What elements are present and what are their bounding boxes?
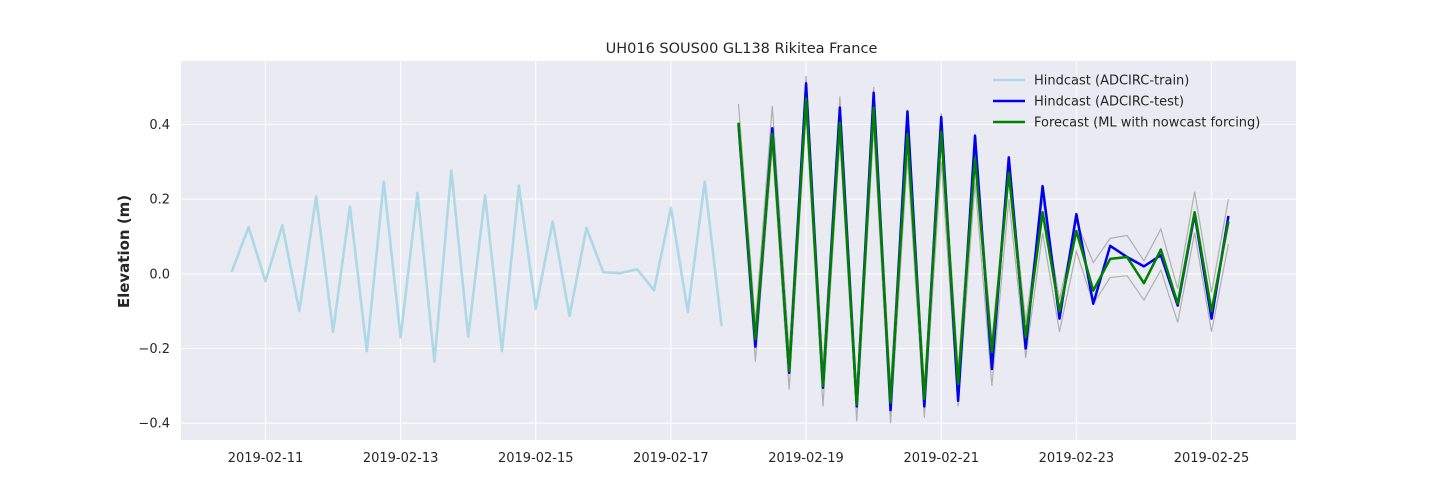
x-axis: 2019-02-11 2019-02-13 2019-02-15 2019-02-17… — [228, 451, 1250, 466]
series-line-0 — [230, 169, 723, 363]
legend-label: Hindcast (ADCIRC-test) — [1034, 95, 1184, 110]
legend-label: Hindcast (ADCIRC-train) — [1034, 74, 1189, 89]
series-lines — [230, 82, 1230, 412]
y-tick-label: 0.0 — [149, 267, 170, 282]
y-tick-label: −0.4 — [138, 417, 170, 432]
x-tick-label: 2019-02-13 — [363, 451, 439, 466]
x-tick-label: 2019-02-21 — [903, 451, 979, 466]
chart-title: UH016 SOUS00 GL138 Rikitea France — [606, 41, 878, 57]
series-line-2 — [737, 97, 1230, 406]
x-tick-label: 2019-02-17 — [633, 451, 709, 466]
grid-lines — [181, 61, 1296, 440]
x-tick-label: 2019-02-15 — [498, 451, 574, 466]
x-tick-label: 2019-02-19 — [768, 451, 844, 466]
y-tick-label: 0.2 — [149, 193, 170, 208]
y-tick-label: 0.4 — [149, 118, 170, 133]
y-axis: −0.4 −0.2 0.0 0.2 0.4 — [138, 118, 170, 432]
y-axis-label: Elevation (m) — [115, 195, 133, 308]
y-tick-label: −0.2 — [138, 342, 170, 357]
x-tick-label: 2019-02-11 — [228, 451, 304, 466]
x-tick-label: 2019-02-23 — [1039, 451, 1115, 466]
legend-label: Forecast (ML with nowcast forcing) — [1034, 116, 1260, 131]
x-tick-label: 2019-02-25 — [1174, 451, 1250, 466]
legend: Hindcast (ADCIRC-train) Hindcast (ADCIRC-… — [993, 74, 1260, 131]
